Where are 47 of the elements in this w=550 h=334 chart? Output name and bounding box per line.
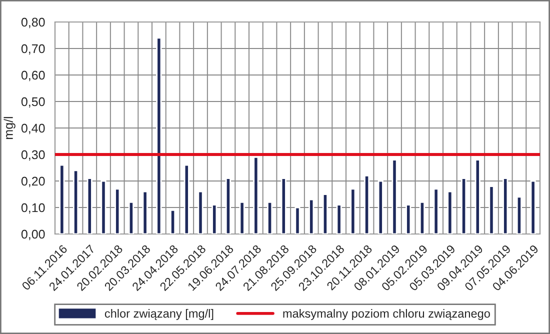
bar: [419, 202, 425, 234]
bar: [447, 190, 453, 234]
bar: [198, 190, 204, 234]
bar: [392, 159, 398, 234]
bar: [516, 196, 522, 234]
y-tick-label: 0,80: [21, 18, 45, 28]
bar: [294, 206, 300, 234]
bar: [322, 194, 328, 234]
y-tick-label: 0,00: [21, 230, 45, 240]
bar: [308, 198, 314, 234]
bar: [212, 204, 218, 234]
bar: [461, 178, 467, 234]
bar: [336, 204, 342, 234]
y-tick-label: 0,70: [21, 44, 45, 55]
bar: [488, 186, 494, 234]
legend-label: maksymalny poziom chloru związanego: [283, 309, 490, 320]
bar: [378, 180, 384, 234]
bar: [350, 188, 356, 234]
bar: [128, 202, 134, 234]
y-tick-label: 0,50: [21, 97, 45, 108]
y-tick-label: 0,10: [21, 203, 45, 214]
y-tick-label: 0,60: [21, 70, 45, 82]
bar: [433, 188, 439, 234]
bar: [86, 178, 92, 234]
bar: [267, 202, 273, 234]
bar: [225, 178, 231, 234]
bar: [530, 180, 536, 234]
bar: [406, 204, 412, 234]
bar: [142, 190, 148, 234]
bar: [184, 164, 190, 234]
bar: [474, 159, 480, 234]
y-tick-label: 0,40: [21, 124, 45, 134]
bar: [253, 156, 259, 234]
bar: [59, 164, 65, 234]
legend-label: chlor związany [mg/l]: [104, 309, 214, 320]
bar: [73, 170, 79, 234]
bar: [280, 178, 286, 234]
bar: [239, 202, 245, 234]
bar: [502, 178, 508, 234]
bar: [170, 209, 176, 234]
bar: [156, 37, 162, 234]
y-tick-label: 0,20: [21, 176, 45, 188]
y-tick-label: 0,30: [21, 150, 45, 161]
bar: [100, 180, 106, 234]
y-axis-title: mg/l: [4, 117, 16, 139]
bar: [364, 175, 370, 234]
bar: [114, 188, 120, 234]
